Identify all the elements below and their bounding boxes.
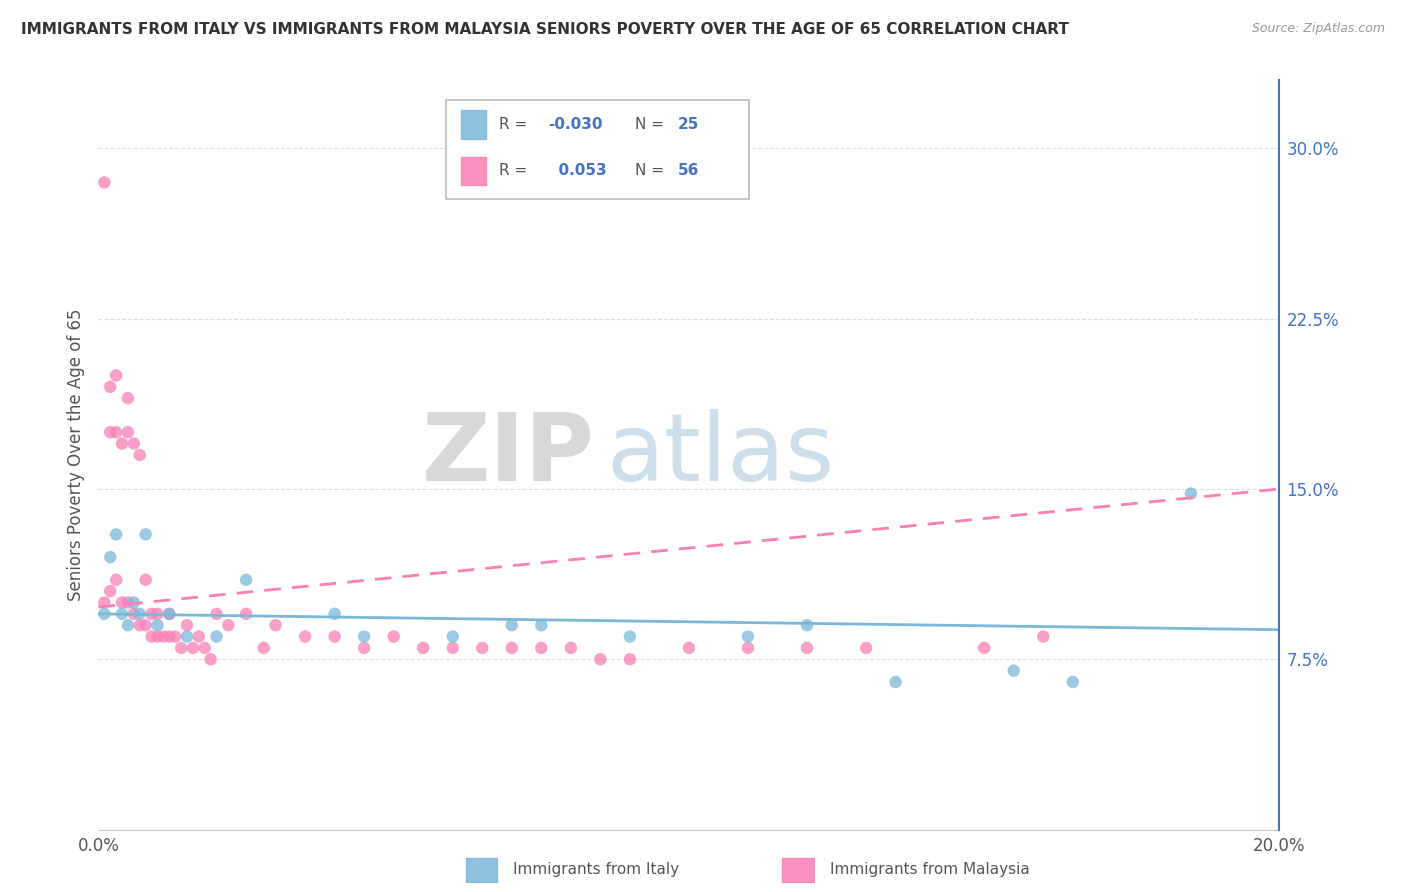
Text: 0.053: 0.053 [548,163,606,178]
Text: atlas: atlas [606,409,835,501]
Point [200,652,222,666]
Point [194,640,217,655]
Point [737,640,759,655]
Point [353,640,375,655]
Point [122,595,145,609]
Point [796,640,818,655]
Text: IMMIGRANTS FROM ITALY VS IMMIGRANTS FROM MALAYSIA SENIORS POVERTY OVER THE AGE O: IMMIGRANTS FROM ITALY VS IMMIGRANTS FROM… [21,22,1069,37]
Point [235,573,257,587]
Point [105,573,128,587]
Point [441,640,464,655]
Point [146,618,169,632]
Point [205,607,228,621]
Text: R =: R = [499,117,531,132]
Text: -0.030: -0.030 [548,117,603,132]
Point [128,618,150,632]
FancyBboxPatch shape [446,100,749,199]
Point [146,607,169,621]
Point [441,630,464,644]
Point [323,630,346,644]
Point [264,618,287,632]
Point [205,630,228,644]
Point [146,630,169,644]
Point [93,607,115,621]
Point [560,640,582,655]
Point [98,550,121,565]
Point [170,640,193,655]
Point [530,618,553,632]
Point [141,607,163,621]
Point [412,640,434,655]
Point [117,595,139,609]
Point [117,391,139,405]
Point [619,630,641,644]
Point [471,640,494,655]
Bar [461,157,486,186]
Point [93,595,115,609]
Point [122,607,145,621]
Point [501,618,523,632]
Point [253,640,276,655]
Y-axis label: Seniors Poverty Over the Age of 65: Seniors Poverty Over the Age of 65 [66,309,84,601]
Point [157,607,180,621]
Text: 25: 25 [678,117,699,132]
Point [235,607,257,621]
Point [135,527,157,541]
Point [530,640,553,655]
Point [135,618,157,632]
Point [122,436,145,450]
Text: ZIP: ZIP [422,409,595,501]
Point [105,527,128,541]
Point [737,630,759,644]
Point [105,368,128,383]
Point [187,630,209,644]
Point [1062,675,1084,690]
Point [157,607,180,621]
Point [117,618,139,632]
Point [176,618,198,632]
Bar [461,111,486,139]
Point [796,618,818,632]
Point [157,630,180,644]
Point [1180,486,1202,500]
Point [1032,630,1054,644]
Point [111,595,134,609]
Point [323,607,346,621]
Point [1002,664,1025,678]
Point [855,640,877,655]
Point [141,630,163,644]
Point [128,448,150,462]
Text: Immigrants from Malaysia: Immigrants from Malaysia [830,863,1029,877]
Point [294,630,316,644]
Point [93,176,115,190]
Text: N =: N = [634,117,668,132]
Point [111,607,134,621]
Point [111,436,134,450]
Point [501,640,523,655]
Point [128,607,150,621]
Text: R =: R = [499,163,531,178]
Point [98,584,121,599]
Point [181,640,204,655]
Point [382,630,405,644]
Point [165,630,187,644]
Point [973,640,995,655]
Point [98,380,121,394]
Point [176,630,198,644]
Point [884,675,907,690]
Point [98,425,121,440]
Point [619,652,641,666]
Point [135,573,157,587]
Point [589,652,612,666]
Point [353,630,375,644]
Point [117,425,139,440]
Point [217,618,239,632]
Point [152,630,174,644]
Text: Source: ZipAtlas.com: Source: ZipAtlas.com [1251,22,1385,36]
Point [678,640,700,655]
Text: 56: 56 [678,163,699,178]
Point [105,425,128,440]
Text: Immigrants from Italy: Immigrants from Italy [513,863,679,877]
Text: N =: N = [634,163,668,178]
